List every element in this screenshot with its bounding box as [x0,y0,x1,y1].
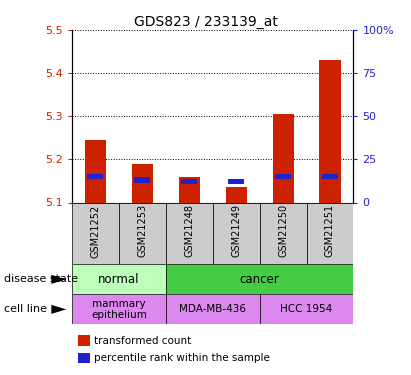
FancyBboxPatch shape [260,294,353,324]
Text: normal: normal [98,273,140,286]
Bar [226,188,247,202]
FancyBboxPatch shape [166,264,353,294]
Bar [181,179,197,184]
Bar [132,164,153,202]
Text: GSM21251: GSM21251 [325,204,335,258]
Text: GSM21249: GSM21249 [231,204,241,257]
FancyBboxPatch shape [213,202,260,264]
Text: GSM21253: GSM21253 [137,204,147,258]
Bar [78,352,90,363]
Text: disease state: disease state [4,274,78,284]
Text: cell line: cell line [4,304,47,314]
FancyBboxPatch shape [166,202,213,264]
Polygon shape [51,305,66,314]
FancyBboxPatch shape [72,264,166,294]
Text: GSM21248: GSM21248 [184,204,194,257]
Text: percentile rank within the sample: percentile rank within the sample [95,353,270,363]
Bar [85,140,106,202]
Bar [228,179,244,184]
Bar [88,174,103,179]
Text: cancer: cancer [240,273,279,286]
Bar [272,114,293,202]
Bar [275,174,291,179]
Bar [322,174,338,179]
Bar [78,335,90,346]
FancyBboxPatch shape [119,202,166,264]
Text: GDS823 / 233139_at: GDS823 / 233139_at [134,15,277,29]
Text: GSM21250: GSM21250 [278,204,288,258]
Text: mammary
epithelium: mammary epithelium [91,298,147,320]
Bar [179,177,200,203]
FancyBboxPatch shape [72,294,166,324]
Text: HCC 1954: HCC 1954 [280,304,332,314]
Polygon shape [51,275,66,284]
FancyBboxPatch shape [72,202,119,264]
Text: transformed count: transformed count [95,336,192,345]
Bar [134,177,150,183]
FancyBboxPatch shape [307,202,353,264]
FancyBboxPatch shape [260,202,307,264]
FancyBboxPatch shape [166,294,260,324]
Bar [319,60,341,202]
Text: GSM21252: GSM21252 [90,204,100,258]
Text: MDA-MB-436: MDA-MB-436 [179,304,246,314]
